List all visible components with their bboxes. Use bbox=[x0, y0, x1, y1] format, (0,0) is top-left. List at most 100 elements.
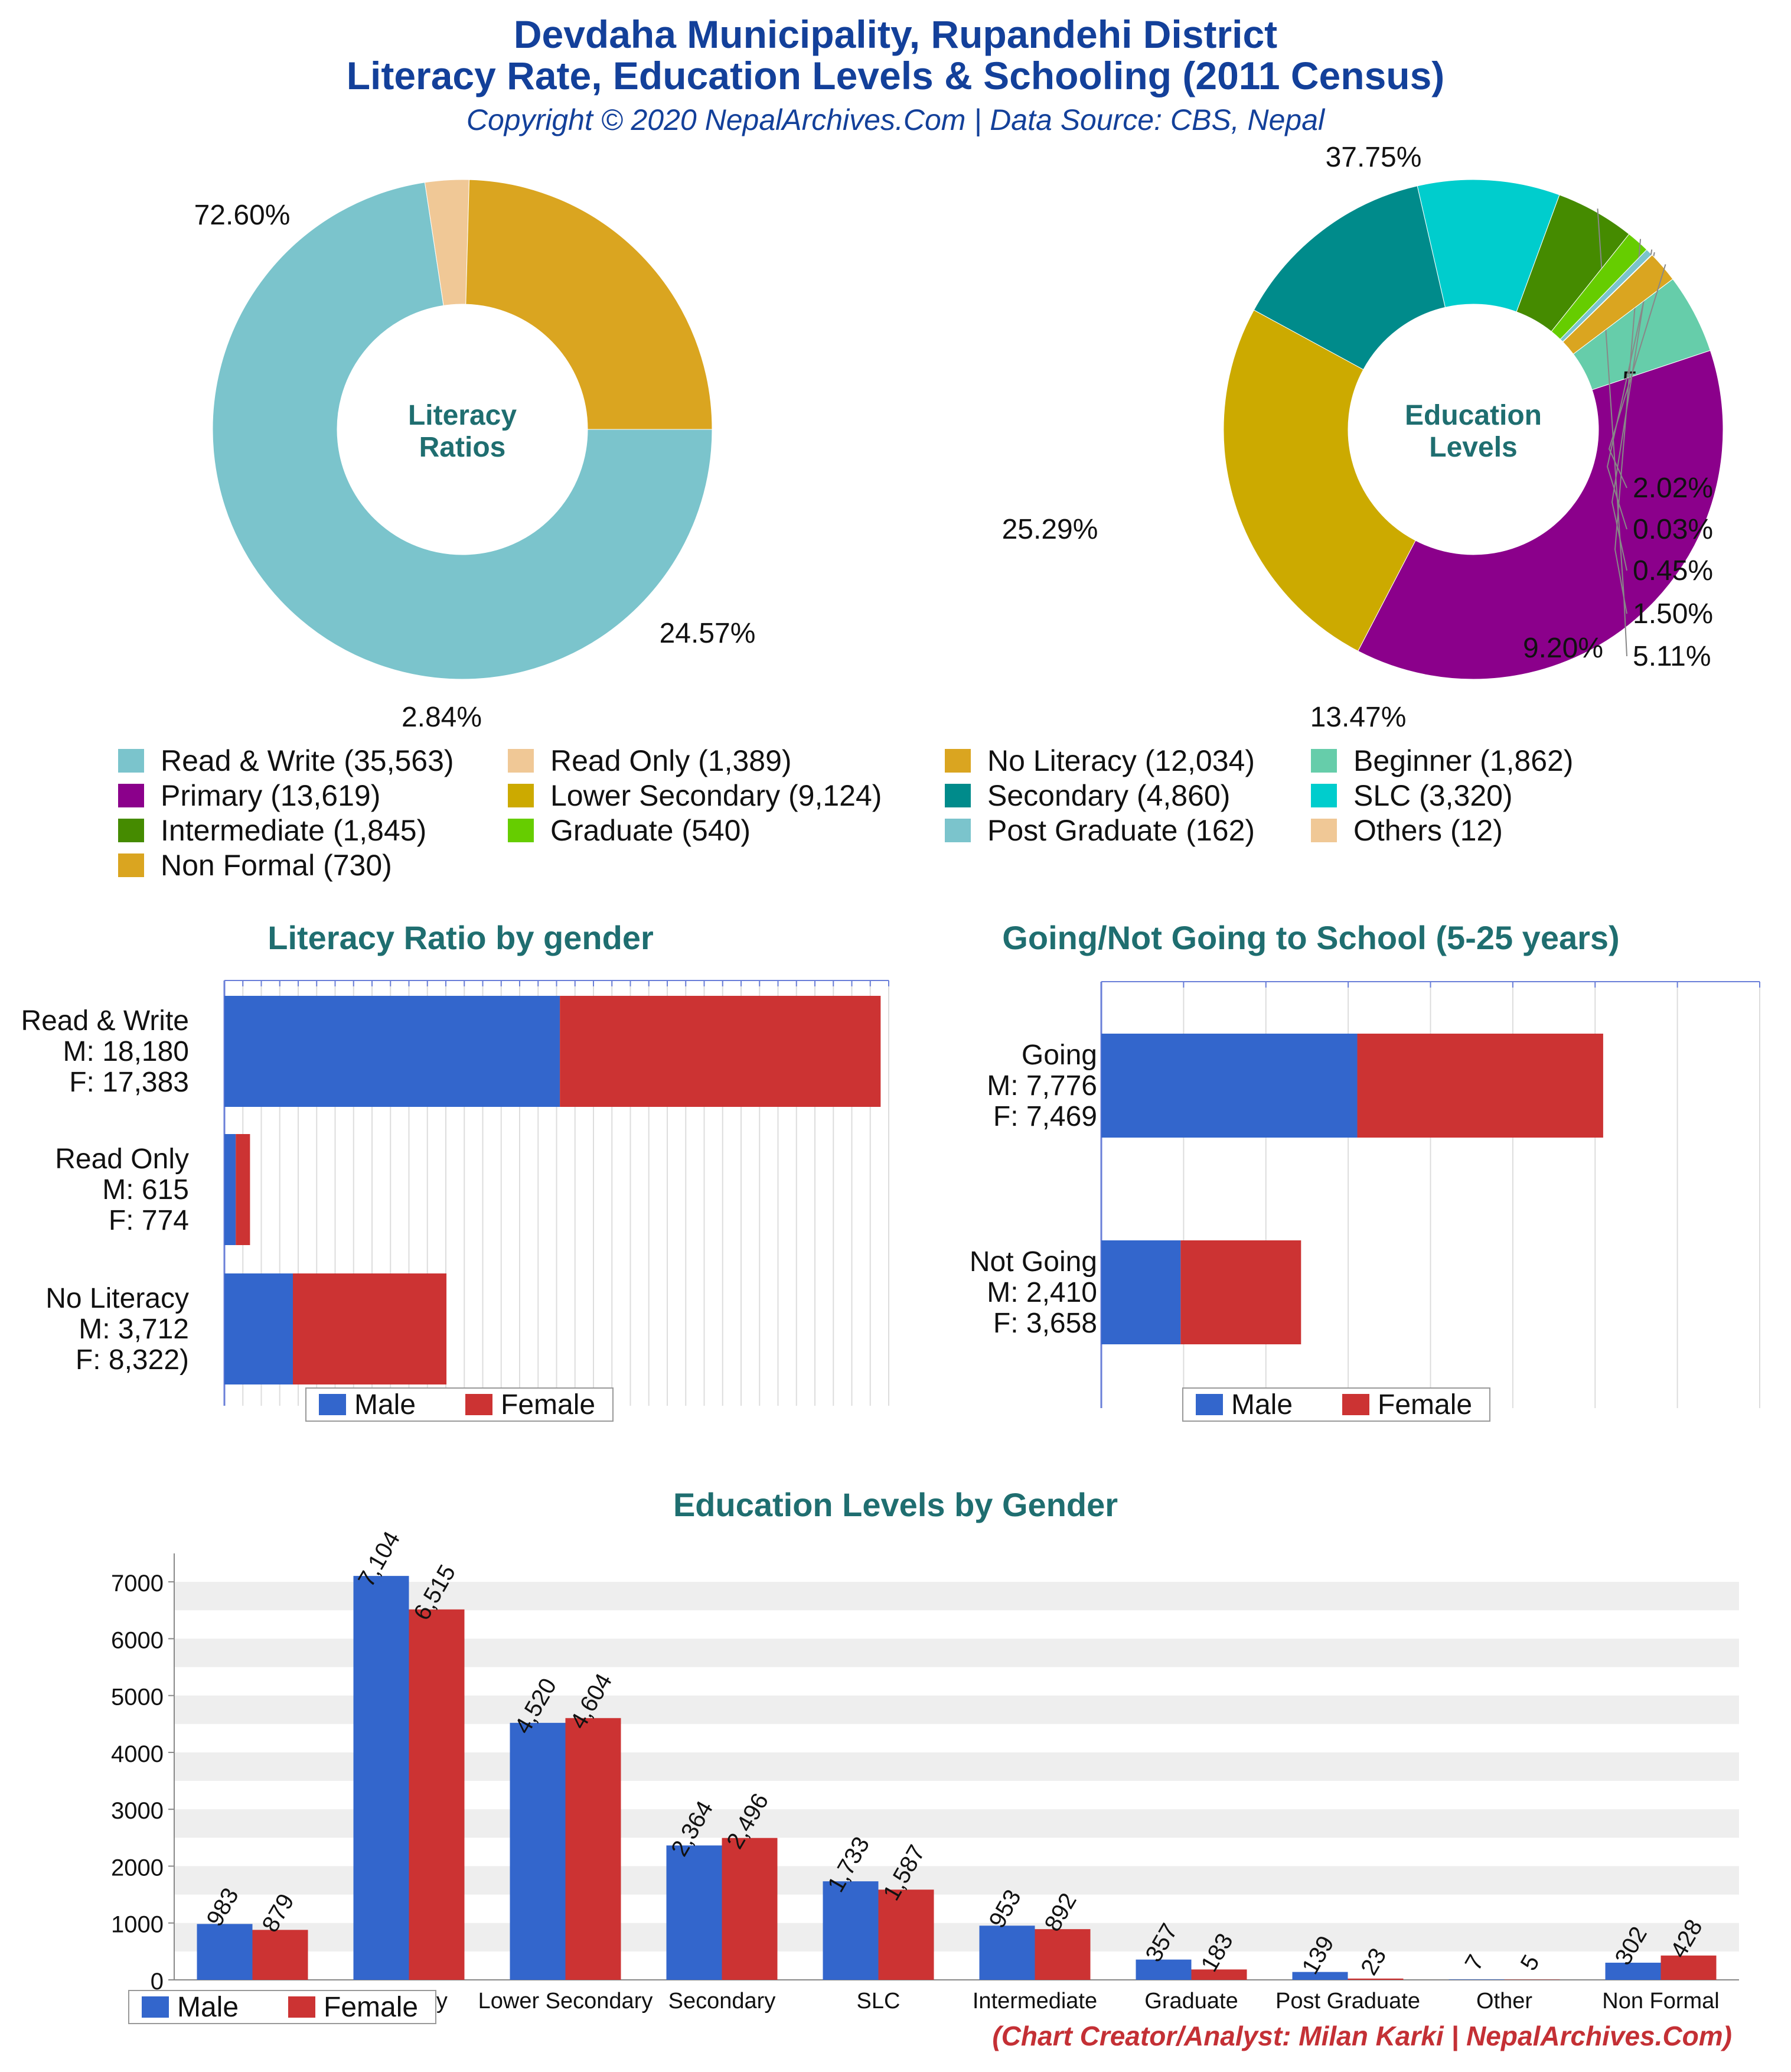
pct-label-non-formal: 2.02% bbox=[1633, 473, 1713, 504]
category-label-not-going-2: F: 3,658 bbox=[993, 1308, 1097, 1339]
data-label-other-male: 7 bbox=[1460, 1950, 1489, 1975]
gender-legend-box bbox=[128, 1990, 436, 2024]
legend-swatch bbox=[1311, 818, 1337, 842]
data-label-non-formal-female: 428 bbox=[1666, 1915, 1708, 1962]
legend-label: Post Graduate (162) bbox=[987, 813, 1255, 847]
leader-line bbox=[1608, 264, 1666, 488]
category-label-no-literacy-1: M: 3,712 bbox=[79, 1314, 189, 1345]
center-label-line2: Levels bbox=[1429, 432, 1517, 463]
category-label-read-only-1: M: 615 bbox=[102, 1174, 189, 1206]
bar-lower-secondary-female bbox=[565, 1718, 621, 1980]
legend-swatch bbox=[508, 783, 534, 807]
center-label-line1: Literacy bbox=[408, 400, 517, 431]
legend-item-lower-secondary: Lower Secondary (9,124) bbox=[508, 778, 945, 813]
category-label-read-write-2: F: 17,383 bbox=[69, 1067, 189, 1098]
legend-swatch bbox=[118, 818, 144, 842]
category-label-read-only-0: Read Only bbox=[55, 1143, 189, 1175]
legend-item-read-only: Read Only (1,389) bbox=[508, 743, 945, 778]
legend-label: Beginner (1,862) bbox=[1353, 744, 1574, 777]
legend-label-female: Female bbox=[324, 1992, 418, 2023]
page-title-line1: Devdaha Municipality, Rupandehi District bbox=[513, 12, 1278, 56]
bar-read-only-male bbox=[224, 1134, 236, 1245]
legend-label-female: Female bbox=[501, 1389, 595, 1421]
data-label-other-female: 5 bbox=[1516, 1950, 1545, 1975]
legend-label: Read Only (1,389) bbox=[550, 744, 792, 777]
legend-swatch bbox=[945, 818, 971, 842]
y-tick-label: 7000 bbox=[111, 1571, 164, 1597]
category-label-not-going-1: M: 2,410 bbox=[987, 1277, 1097, 1308]
footer-credit: (Chart Creator/Analyst: Milan Karki | Ne… bbox=[992, 2021, 1732, 2051]
pct-label-others: 0.03% bbox=[1633, 514, 1713, 545]
education-gender-title: Education Levels by Gender bbox=[673, 1486, 1118, 1523]
bar-post-graduate-female bbox=[1348, 1978, 1404, 1980]
school-going-title: Going/Not Going to School (5-25 years) bbox=[1002, 919, 1620, 956]
gender-legend-box bbox=[305, 1387, 614, 1422]
y-tick-label: 0 bbox=[151, 1969, 164, 1995]
y-tick-label: 1000 bbox=[111, 1912, 164, 1938]
legend-swatch-female bbox=[465, 1394, 492, 1415]
x-tick-label-non-formal: Non Formal bbox=[1602, 1989, 1720, 2014]
education-gender-bars: 01000200030004000500060007000983879Begin… bbox=[111, 1530, 1739, 2024]
legend-swatch-female bbox=[1342, 1394, 1369, 1415]
category-label-read-only-2: F: 774 bbox=[109, 1205, 189, 1236]
page-subtitle: Copyright © 2020 NepalArchives.Com | Dat… bbox=[466, 103, 1325, 136]
legend-swatch bbox=[118, 783, 144, 807]
legend-swatch bbox=[508, 748, 534, 773]
legend-item-non-formal: Non Formal (730) bbox=[118, 848, 508, 882]
category-label-no-literacy-0: No Literacy bbox=[45, 1283, 189, 1314]
legend-swatch bbox=[118, 748, 144, 773]
legend-swatch bbox=[118, 853, 144, 877]
x-tick-label-post-graduate: Post Graduate bbox=[1275, 1989, 1420, 2014]
x-tick-label-intermediate: Intermediate bbox=[973, 1989, 1097, 2014]
page-title-line2: Literacy Rate, Education Levels & School… bbox=[346, 54, 1445, 97]
legend-item-read-write: Read & Write (35,563) bbox=[118, 743, 508, 778]
donut-hole bbox=[1348, 304, 1598, 555]
bar-slc-male bbox=[823, 1881, 879, 1980]
bar-going-male bbox=[1101, 1034, 1358, 1138]
bar-lower-secondary-male bbox=[510, 1722, 566, 1980]
education-levels-donut: 5.16%37.75%25.29%13.47%9.20%5.11%1.50%0.… bbox=[1002, 142, 1724, 733]
pct-label-secondary: 13.47% bbox=[1310, 702, 1407, 733]
x-tick-label-secondary: Secondary bbox=[668, 1989, 776, 2014]
legend-label: Intermediate (1,845) bbox=[161, 813, 427, 847]
x-tick-label-slc: SLC bbox=[857, 1989, 901, 2014]
legend-item-secondary: Secondary (4,860) bbox=[945, 778, 1311, 813]
bar-intermediate-female bbox=[1035, 1929, 1091, 1980]
bar-slc-female bbox=[878, 1889, 934, 1980]
bar-graduate-female bbox=[1191, 1969, 1247, 1980]
legend-swatch bbox=[508, 818, 534, 842]
bar-beginner-female bbox=[252, 1930, 308, 1980]
education-gender-chart: 01000200030004000500060007000983879Begin… bbox=[111, 1530, 1739, 2024]
x-tick-label-graduate: Graduate bbox=[1144, 1989, 1238, 2014]
leader-line bbox=[1611, 249, 1653, 571]
legend-swatch bbox=[945, 783, 971, 807]
bar-read-only-female bbox=[236, 1134, 250, 1245]
pct-label-slc: 9.20% bbox=[1523, 633, 1603, 664]
bar-primary-male bbox=[353, 1576, 409, 1980]
legend-swatch-male bbox=[1196, 1394, 1223, 1415]
pct-label-read-only: 2.84% bbox=[402, 702, 482, 733]
bar-read-write-female bbox=[560, 996, 881, 1107]
x-tick-label-other: Other bbox=[1476, 1989, 1532, 2014]
legend-swatch-male bbox=[319, 1394, 346, 1415]
slice-secondary bbox=[1253, 185, 1446, 370]
bar-post-graduate-male bbox=[1292, 1972, 1348, 1980]
center-label-line1: Education bbox=[1405, 400, 1542, 431]
bar-not-going-male bbox=[1101, 1240, 1181, 1344]
bar-primary-female bbox=[409, 1609, 465, 1980]
legend-swatch bbox=[945, 748, 971, 773]
pct-label-graduate: 1.50% bbox=[1633, 598, 1713, 630]
legend-label-male: Male bbox=[354, 1389, 416, 1421]
bar-secondary-male bbox=[666, 1845, 722, 1980]
pct-label-no-literacy: 24.57% bbox=[660, 618, 756, 649]
bar-not-going-female bbox=[1180, 1240, 1301, 1344]
legend-label: No Literacy (12,034) bbox=[987, 744, 1255, 777]
legend-label: Lower Secondary (9,124) bbox=[550, 778, 882, 812]
legend-label: Graduate (540) bbox=[550, 813, 751, 847]
leader-line bbox=[1606, 252, 1655, 530]
legend-label: Secondary (4,860) bbox=[987, 778, 1231, 812]
